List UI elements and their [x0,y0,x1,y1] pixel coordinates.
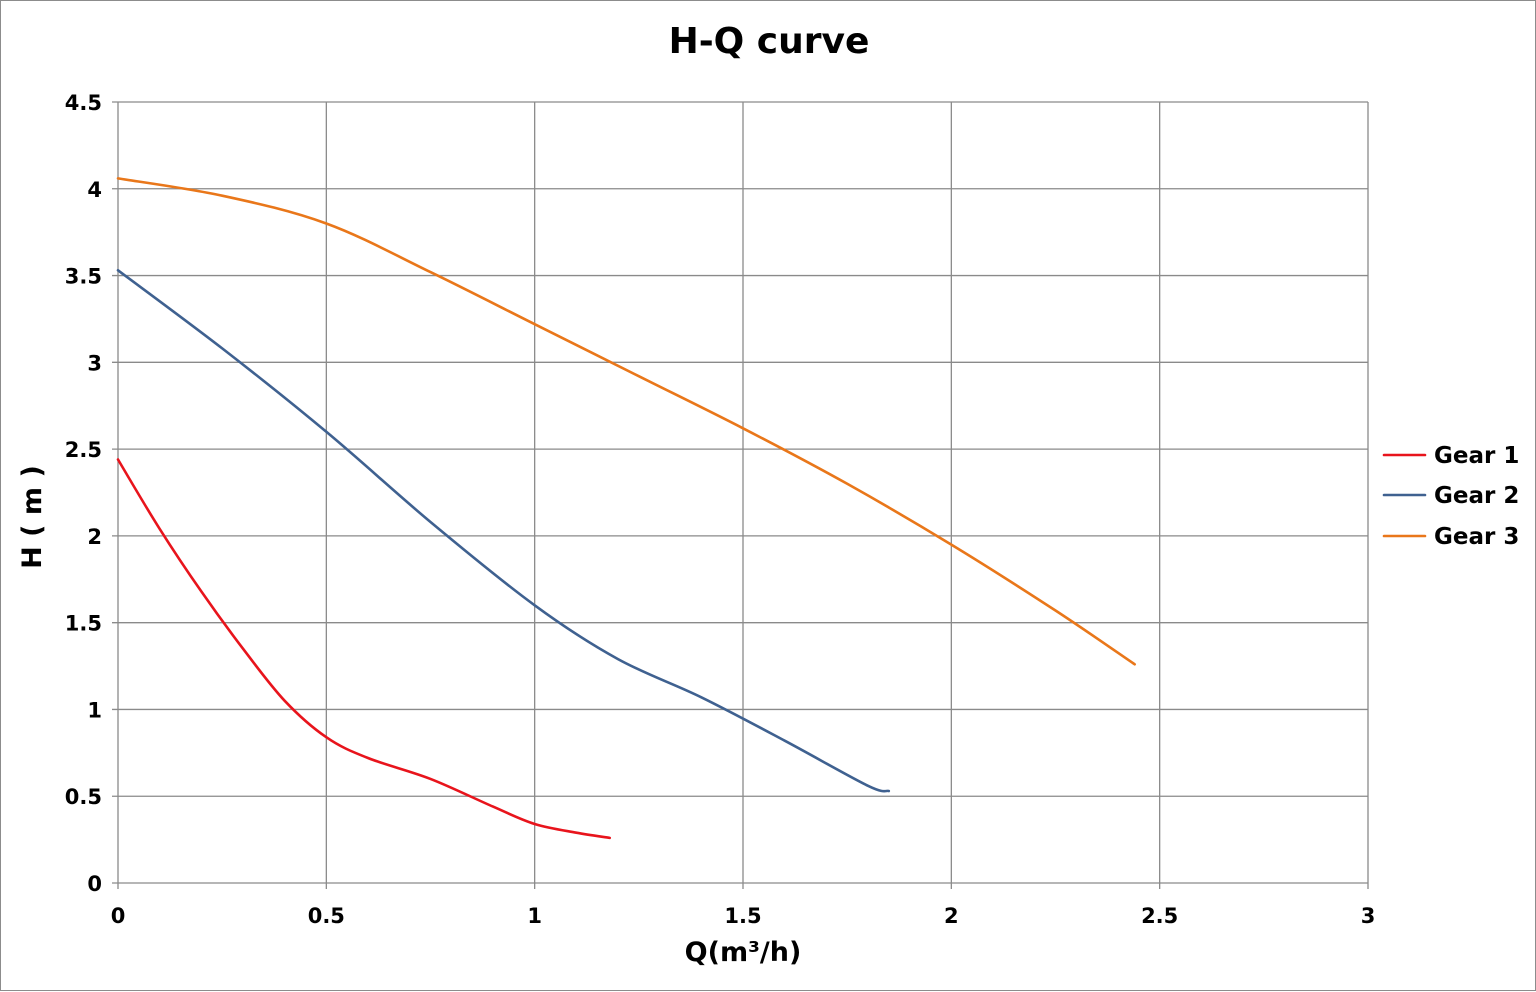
x-tick-label: 0.5 [308,904,345,928]
x-axis-title: Q(m³/h) [685,937,802,968]
x-tick-label: 1 [527,904,542,928]
y-tick-label: 2 [87,525,102,549]
y-tick-label: 3 [87,351,102,375]
y-tick-label: 4 [87,178,102,202]
legend-label-gear-1: Gear 1 [1434,443,1519,469]
y-tick-label: 1 [87,698,102,722]
series-line-gear-3 [116,177,1136,666]
x-tick-label: 3 [1361,904,1376,928]
legend-label-gear-2: Gear 2 [1434,483,1519,509]
x-tick-label: 2 [944,904,959,928]
grid [112,101,1369,889]
y-tick-label: 4.5 [65,91,102,115]
x-tick-label: 2.5 [1141,904,1178,928]
series-line-gear-2 [116,269,891,793]
y-axis-title: H ( m ) [17,465,48,569]
y-tick-label: 1.5 [65,612,102,636]
plot-series [116,177,1136,840]
series-line-gear-1 [116,458,611,840]
y-tick-label: 0.5 [65,785,102,809]
y-tick-label: 2.5 [65,438,102,462]
y-tick-label: 3.5 [65,265,102,289]
y-tick-label: 0 [87,872,102,896]
chart-title: H-Q curve [669,21,870,62]
legend-label-gear-3: Gear 3 [1434,524,1519,550]
legend: Gear 1 Gear 2 Gear 3 [1382,443,1519,550]
x-tick-label: 1.5 [724,904,761,928]
tick-labels: 0 0.5 1 1.5 2 2.5 3 0 0.5 1 1.5 2 2.5 3 3.5 4 4.5 [65,91,1376,928]
x-tick-label: 0 [111,904,126,928]
